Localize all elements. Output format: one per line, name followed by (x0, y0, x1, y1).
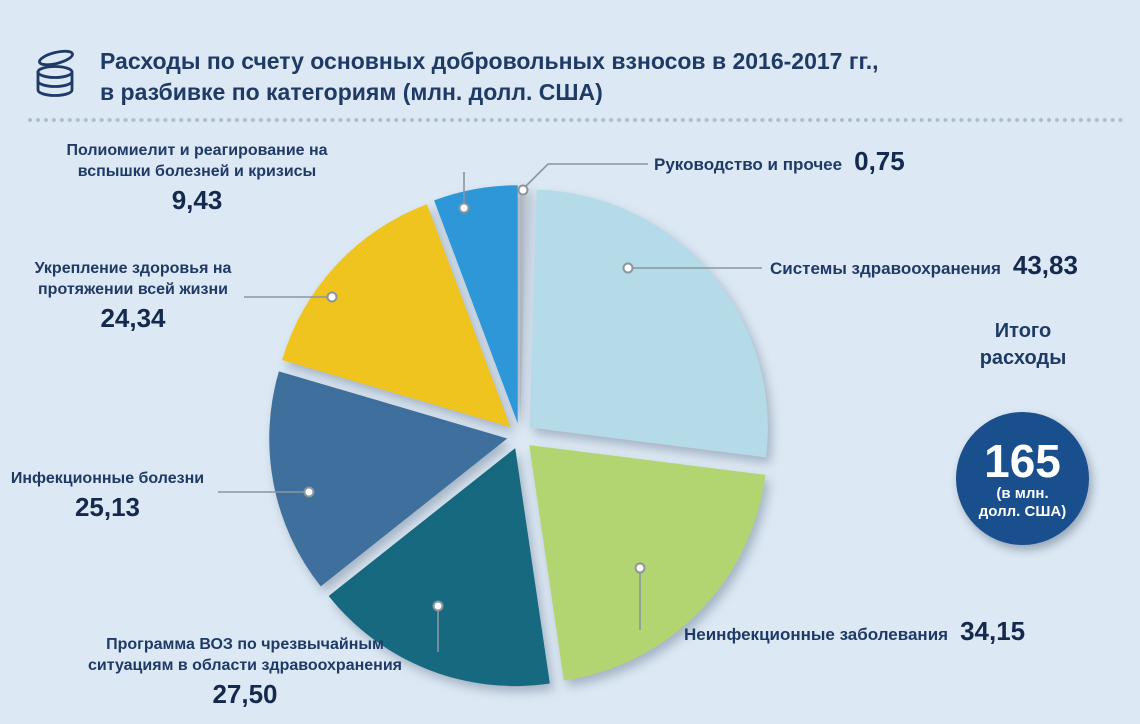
header: Расходы по счету основных добровольных в… (30, 46, 879, 108)
leader-dot-5 (326, 291, 338, 303)
callout-polio: Полиомиелит и реагирование на вспышки бо… (38, 140, 356, 216)
page-title: Расходы по счету основных добровольных в… (100, 46, 879, 108)
callout-leadership-label: Руководство и прочее (654, 155, 843, 174)
pie-slice-5 (282, 204, 511, 428)
page-title-line1: Расходы по счету основных добровольных в… (100, 48, 879, 74)
pie-slice-4 (269, 371, 508, 587)
callout-polio-value: 9,43 (171, 185, 223, 215)
leader-lines (218, 163, 762, 652)
pie-slice-0 (520, 185, 527, 423)
pie-slice-2 (529, 445, 766, 681)
total-label-line1: Итого (994, 320, 1052, 342)
callout-emergencies-value: 27,50 (212, 679, 278, 709)
leader-dot-4 (303, 486, 315, 498)
leader-dot-2 (634, 562, 646, 574)
total-badge: 165 (в млн. долл. США) (956, 412, 1089, 545)
callout-emergencies-label: Программа ВОЗ по чрезвычайным ситуациям … (88, 636, 402, 674)
callout-health-promotion-label: Укрепление здоровья на протяжении всей ж… (34, 260, 232, 298)
coins-icon (36, 49, 74, 97)
leader-dot-3 (432, 600, 444, 612)
callout-health-systems: Системы здравоохранения 43,83 (770, 250, 1078, 281)
callout-noncommunicable: Неинфекционные заболевания 34,15 (684, 616, 1025, 647)
callout-health-promotion: Укрепление здоровья на протяжении всей ж… (18, 258, 248, 334)
total-label-line2: расходы (979, 347, 1067, 369)
callout-health-systems-label: Системы здравоохранения (770, 259, 1001, 278)
leader-dot-6 (458, 202, 470, 214)
leader-line-0 (524, 163, 648, 188)
callout-polio-label: Полиомиелит и реагирование на вспышки бо… (66, 142, 328, 180)
dotted-divider (28, 118, 1124, 122)
total-unit-line1: (в млн. (996, 484, 1049, 502)
callout-noncommunicable-label: Неинфекционные заболевания (684, 625, 949, 644)
leader-dot-1 (622, 262, 634, 274)
total-label: Итого расходы (948, 318, 1098, 372)
total-value: 165 (984, 434, 1061, 487)
callout-health-systems-value: 43,83 (1012, 250, 1078, 280)
page-title-line2: в разбивке по категориям (млн. долл. США… (100, 79, 603, 105)
callout-leadership-value: 0,75 (854, 146, 905, 176)
leader-dot-0 (517, 184, 529, 196)
pie-slice-6 (434, 185, 518, 424)
pie-slice-3 (328, 448, 550, 687)
callout-emergencies: Программа ВОЗ по чрезвычайным ситуациям … (85, 634, 405, 710)
callout-communicable-value: 25,13 (74, 492, 141, 522)
callout-communicable-label: Инфекционные болезни (10, 470, 205, 487)
total-unit-line2: долл. США) (978, 502, 1067, 520)
pie-slice-1 (529, 189, 768, 458)
callout-leadership: Руководство и прочее 0,75 (654, 146, 905, 177)
callout-communicable: Инфекционные болезни 25,13 (0, 468, 215, 523)
callout-noncommunicable-value: 34,15 (960, 616, 1026, 646)
callout-health-promotion-value: 24,34 (100, 303, 166, 333)
